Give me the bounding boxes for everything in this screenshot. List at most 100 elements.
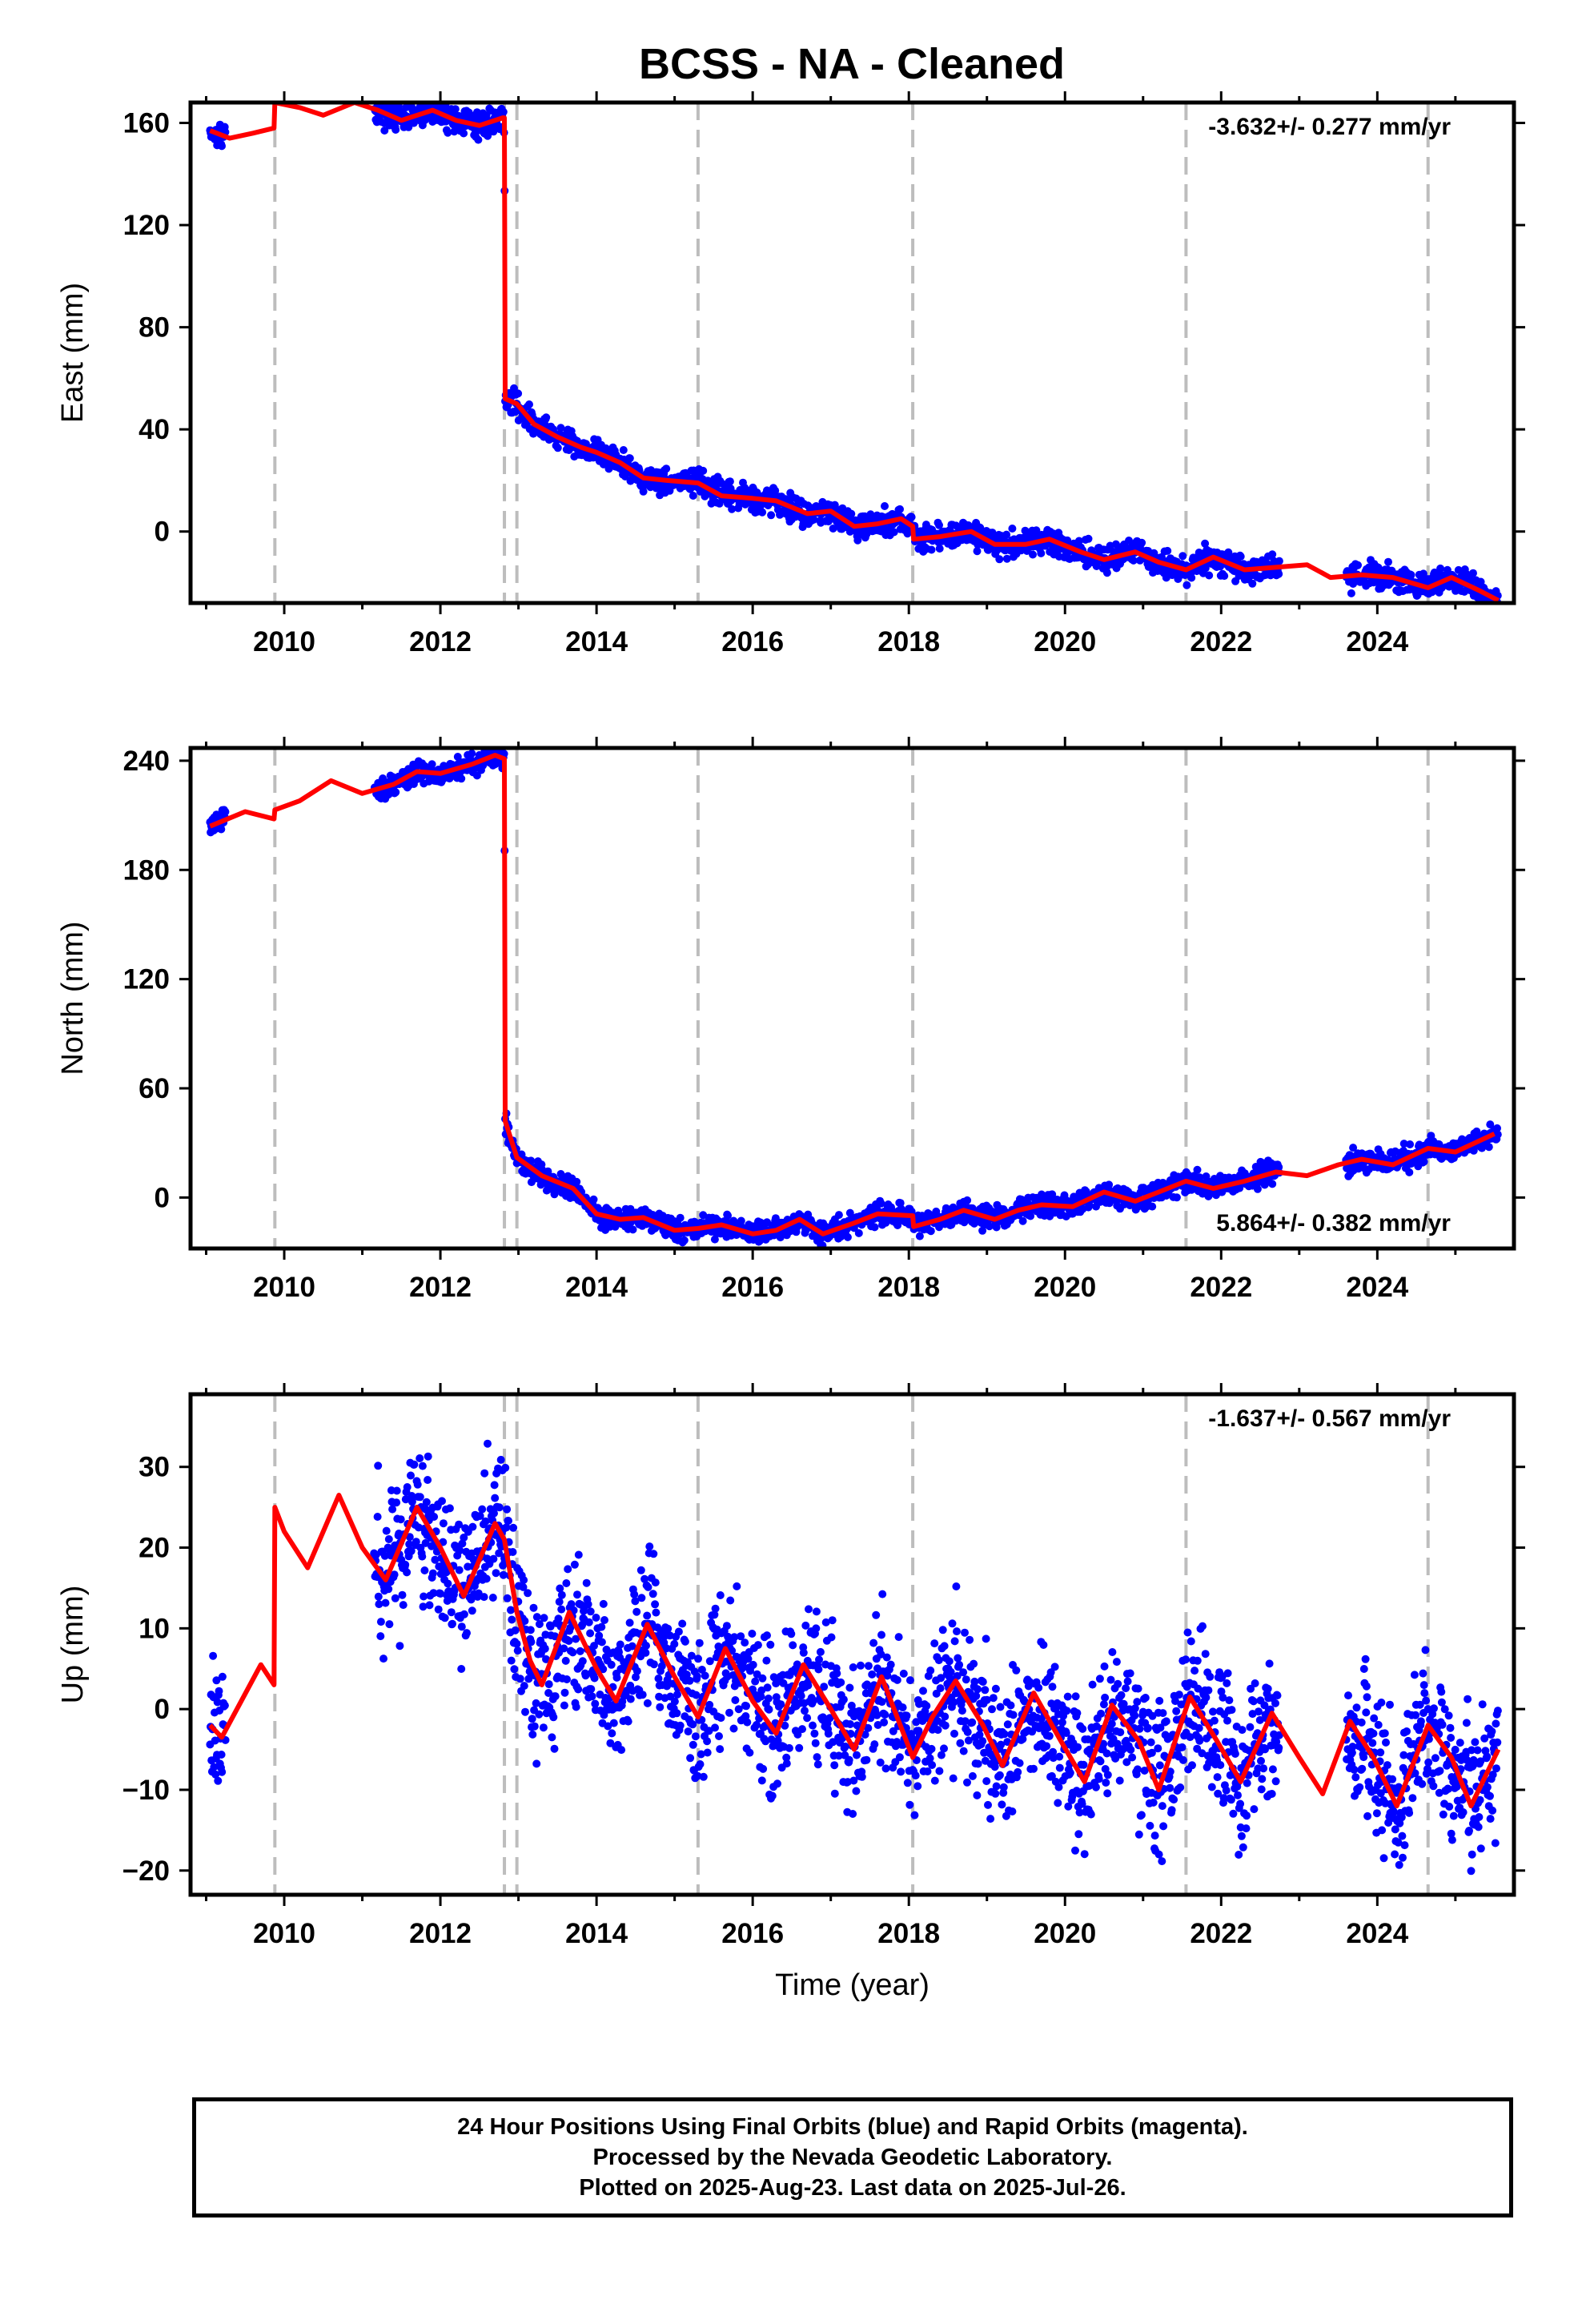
east-data-point — [1436, 564, 1445, 573]
up-data-point — [797, 1691, 805, 1700]
east-data-point — [1002, 554, 1011, 563]
up-data-point — [833, 1669, 841, 1678]
north-data-point — [572, 1177, 581, 1186]
north-data-point — [893, 1221, 902, 1229]
up-data-point — [664, 1624, 673, 1633]
up-data-point — [768, 1791, 777, 1800]
up-data-point — [881, 1711, 889, 1719]
up-data-point — [857, 1661, 865, 1670]
east-x-tick-label: 2022 — [1190, 626, 1252, 657]
up-data-point — [812, 1624, 821, 1633]
north-data-point — [963, 1196, 972, 1204]
up-data-point — [484, 1439, 492, 1448]
up-data-point — [520, 1617, 529, 1626]
up-data-point — [212, 1676, 221, 1685]
up-data-point — [401, 1495, 410, 1504]
up-data-point — [930, 1776, 939, 1785]
east-data-point — [1275, 569, 1283, 578]
up-data-point — [592, 1614, 600, 1622]
up-data-point — [757, 1686, 766, 1695]
up-data-point — [716, 1745, 725, 1754]
east-x-tick-label: 2020 — [1034, 626, 1096, 657]
up-data-point — [408, 1498, 416, 1506]
up-data-point — [434, 1605, 443, 1614]
north-y-tick-label: 0 — [155, 1182, 170, 1213]
up-data-point — [502, 1523, 511, 1532]
up-data-point — [711, 1604, 720, 1613]
up-data-point — [726, 1596, 735, 1605]
up-data-point — [705, 1727, 713, 1735]
north-panel: 2010 2012 2014 2016 2018 2020 2022 202406012018… — [56, 737, 1525, 1303]
up-data-point — [504, 1517, 512, 1525]
east-data-point — [525, 400, 533, 408]
up-data-point — [418, 1552, 427, 1561]
up-data-point — [834, 1751, 843, 1760]
up-data-point — [934, 1656, 943, 1665]
up-data-point — [616, 1640, 624, 1649]
up-data-point — [803, 1714, 812, 1723]
north-x-tick-label: 2018 — [877, 1272, 940, 1303]
up-data-point — [881, 1764, 890, 1773]
up-data-point — [430, 1513, 439, 1521]
up-data-point — [812, 1607, 821, 1616]
up-data-point — [469, 1555, 478, 1564]
up-data-point — [421, 1538, 430, 1547]
up-data-point — [883, 1671, 892, 1680]
up-data-point — [686, 1754, 695, 1763]
up-data-point — [396, 1515, 405, 1524]
up-data-point — [416, 1493, 424, 1502]
east-data-point — [1084, 534, 1093, 543]
up-data-point — [730, 1633, 739, 1642]
up-data-point — [507, 1656, 516, 1665]
up-data-point — [811, 1739, 820, 1747]
up-data-point — [693, 1672, 701, 1681]
east-data-point — [1374, 563, 1383, 572]
up-data-point — [490, 1481, 499, 1490]
up-data-point — [825, 1714, 834, 1723]
up-data-point — [407, 1471, 415, 1480]
up-data-point — [827, 1633, 836, 1642]
up-data-point — [424, 1452, 432, 1461]
up-data-point — [567, 1600, 576, 1609]
up-data-point — [599, 1665, 608, 1674]
north-data-point — [915, 1232, 924, 1240]
north-plot-frame — [188, 746, 1516, 1251]
up-data-point — [641, 1648, 650, 1657]
up-data-point — [676, 1721, 685, 1730]
up-data-point — [813, 1760, 822, 1769]
up-data-point — [632, 1667, 641, 1675]
up-data-point — [632, 1673, 640, 1682]
up-data-point — [508, 1615, 516, 1624]
up-data-point — [457, 1665, 466, 1673]
east-data-point — [1268, 550, 1277, 559]
up-data-point — [422, 1498, 431, 1506]
up-data-point — [529, 1603, 538, 1612]
up-data-point — [673, 1691, 681, 1699]
up-data-point — [725, 1708, 733, 1717]
up-data-point — [218, 1767, 227, 1776]
north-x-tick-label: 2010 — [253, 1272, 315, 1303]
up-data-point — [478, 1505, 487, 1514]
east-data-point — [1074, 537, 1083, 545]
up-data-point — [568, 1648, 577, 1657]
up-data-point — [905, 1676, 914, 1685]
east-data-point — [489, 127, 498, 136]
up-data-point — [521, 1707, 529, 1716]
east-data-point — [1178, 552, 1187, 561]
north-data-point — [1018, 1216, 1027, 1225]
up-data-point — [604, 1722, 612, 1731]
up-data-point — [591, 1699, 600, 1708]
up-data-point — [578, 1657, 587, 1666]
up-data-point — [373, 1513, 382, 1521]
up-data-point — [805, 1605, 813, 1614]
up-data-point — [785, 1743, 793, 1752]
east-x-tick-label: 2010 — [253, 626, 315, 657]
up-data-point — [814, 1665, 823, 1674]
north-data-point — [985, 1222, 994, 1231]
up-data-point — [544, 1680, 553, 1689]
up-data-point — [507, 1606, 515, 1614]
up-data-point — [849, 1663, 857, 1671]
up-data-point — [684, 1727, 693, 1736]
up-data-point — [694, 1655, 702, 1663]
up-data-point — [829, 1738, 837, 1747]
